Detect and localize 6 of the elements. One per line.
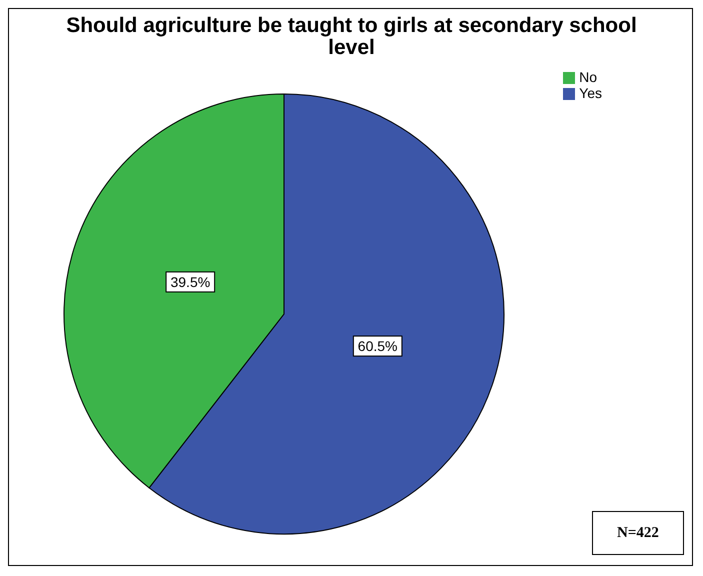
text: N=422: [592, 511, 684, 555]
legend-label: Yes: [579, 85, 602, 101]
data-label: 60.5%: [358, 338, 398, 354]
legend-label: No: [579, 69, 598, 85]
chart-title: Should agriculture be taught to girls at secondary school level: [65, 14, 638, 59]
data-label: 39.5%: [170, 274, 210, 290]
